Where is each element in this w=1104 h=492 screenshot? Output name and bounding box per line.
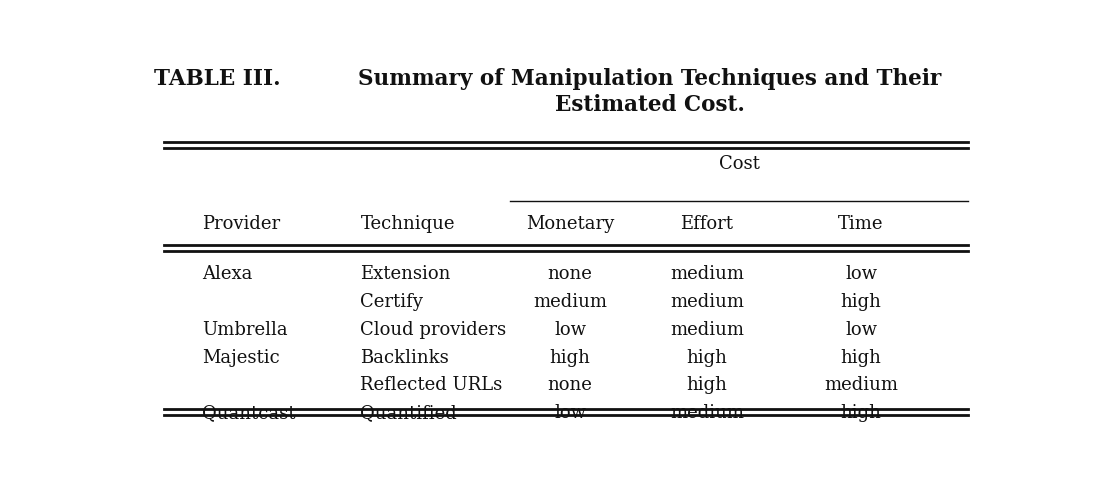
Text: high: high <box>840 293 881 311</box>
Text: Time: Time <box>838 215 883 233</box>
Text: high: high <box>840 404 881 422</box>
Text: none: none <box>548 376 593 394</box>
Text: TABLE III.: TABLE III. <box>153 68 280 90</box>
Text: Effort: Effort <box>680 215 733 233</box>
Text: Backlinks: Backlinks <box>360 348 449 367</box>
Text: low: low <box>554 321 586 339</box>
Text: Extension: Extension <box>360 265 450 283</box>
Text: Technique: Technique <box>360 215 455 233</box>
Text: Summary of Manipulation Techniques and Their
Estimated Cost.: Summary of Manipulation Techniques and T… <box>358 68 941 116</box>
Text: medium: medium <box>670 293 744 311</box>
Text: Cost: Cost <box>719 155 760 173</box>
Text: Reflected URLs: Reflected URLs <box>360 376 502 394</box>
Text: Quantified: Quantified <box>360 404 457 422</box>
Text: high: high <box>550 348 591 367</box>
Text: Alexa: Alexa <box>202 265 253 283</box>
Text: Quantcast: Quantcast <box>202 404 296 422</box>
Text: none: none <box>548 265 593 283</box>
Text: high: high <box>687 348 728 367</box>
Text: medium: medium <box>670 321 744 339</box>
Text: high: high <box>840 348 881 367</box>
Text: Monetary: Monetary <box>526 215 614 233</box>
Text: medium: medium <box>670 404 744 422</box>
Text: medium: medium <box>533 293 607 311</box>
Text: low: low <box>845 321 877 339</box>
Text: Provider: Provider <box>202 215 280 233</box>
Text: medium: medium <box>824 376 898 394</box>
Text: medium: medium <box>670 265 744 283</box>
Text: low: low <box>845 265 877 283</box>
Text: low: low <box>554 404 586 422</box>
Text: Umbrella: Umbrella <box>202 321 288 339</box>
Text: Cloud providers: Cloud providers <box>360 321 507 339</box>
Text: Majestic: Majestic <box>202 348 280 367</box>
Text: high: high <box>687 376 728 394</box>
Text: Certify: Certify <box>360 293 423 311</box>
